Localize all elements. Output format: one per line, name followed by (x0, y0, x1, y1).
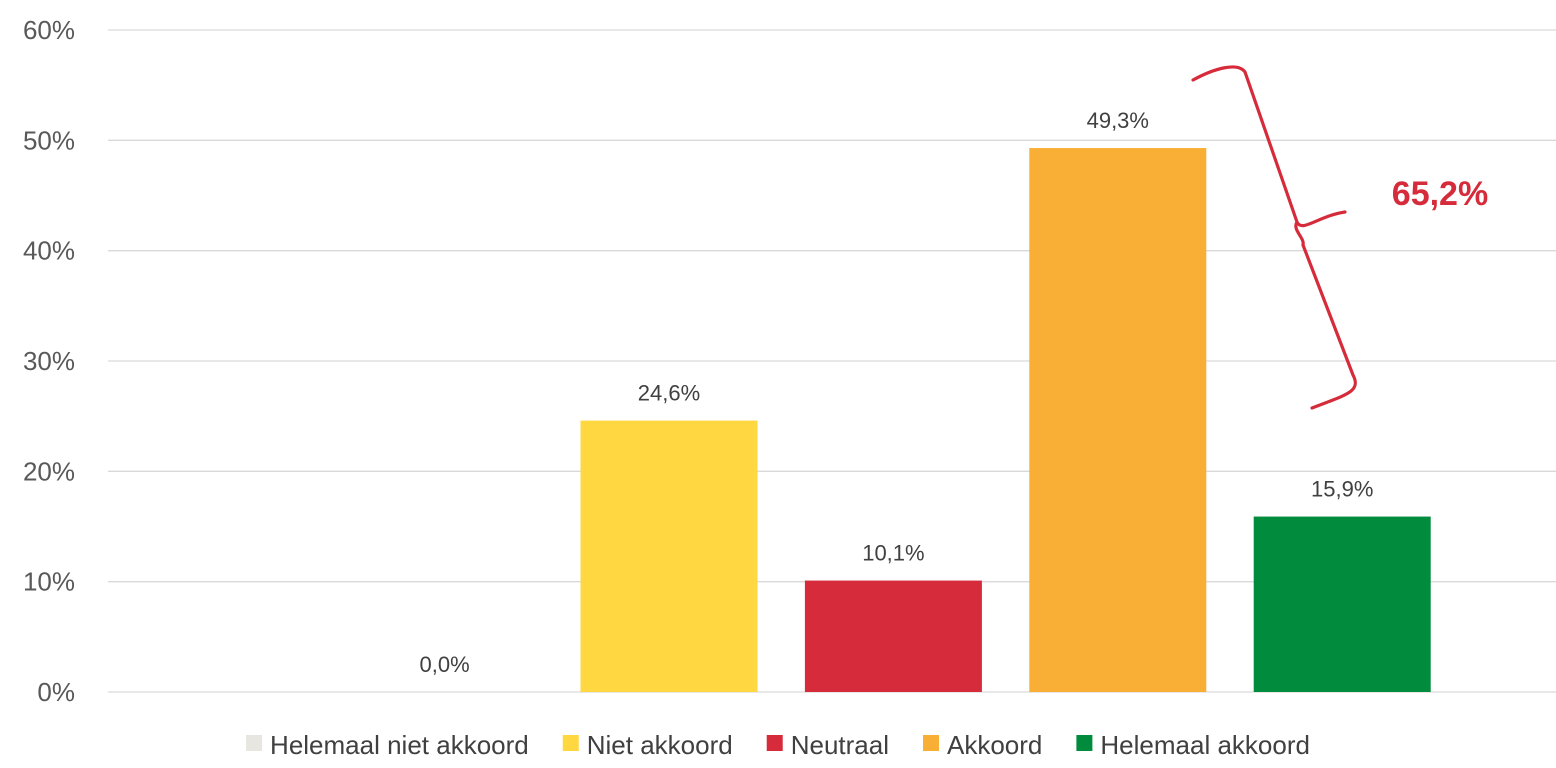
data-label-3: 10,1% (862, 541, 924, 566)
bar-3 (804, 580, 982, 692)
y-axis-tick-labels: 0% 10% 20% 30% 40% 50% 60% (23, 15, 75, 707)
y-tick-label-40: 40% (23, 236, 75, 266)
bars (580, 148, 1431, 693)
legend-swatch-2 (562, 735, 579, 751)
y-tick-label-50: 50% (23, 125, 75, 155)
data-label-2: 24,6% (638, 381, 700, 406)
data-labels: 0,0% 24,6% 10,1% 49,3% 15,9% (420, 108, 1374, 677)
data-label-1: 0,0% (420, 652, 470, 677)
legend-swatch-5 (1076, 735, 1093, 751)
bar-5 (1253, 516, 1431, 692)
legend-label-2: Niet akkoord (587, 730, 733, 760)
bar-2 (580, 420, 758, 692)
legend-swatch-1 (246, 735, 263, 751)
annotation-group: 65,2% (1191, 65, 1488, 410)
legend-label-1: Helemaal niet akkoord (270, 730, 529, 760)
y-tick-label-30: 30% (23, 346, 75, 376)
legend: Helemaal niet akkoord Niet akkoord Neutraa… (246, 730, 1310, 760)
bar-4 (1029, 148, 1207, 693)
legend-label-4: Akkoord (947, 730, 1042, 760)
legend-swatch-3 (766, 735, 783, 751)
data-label-4: 49,3% (1087, 108, 1149, 133)
y-tick-label-10: 10% (23, 567, 75, 597)
y-tick-label-0: 0% (37, 677, 75, 707)
annotation-brace (1191, 65, 1357, 410)
gridlines (108, 29, 1556, 693)
legend-label-5: Helemaal akkoord (1100, 730, 1310, 760)
y-tick-label-60: 60% (23, 15, 75, 45)
y-tick-label-20: 20% (23, 456, 75, 486)
legend-label-3: Neutraal (791, 730, 889, 760)
data-label-5: 15,9% (1311, 477, 1373, 502)
annotation-total-label: 65,2% (1392, 175, 1488, 213)
legend-swatch-4 (923, 735, 939, 751)
